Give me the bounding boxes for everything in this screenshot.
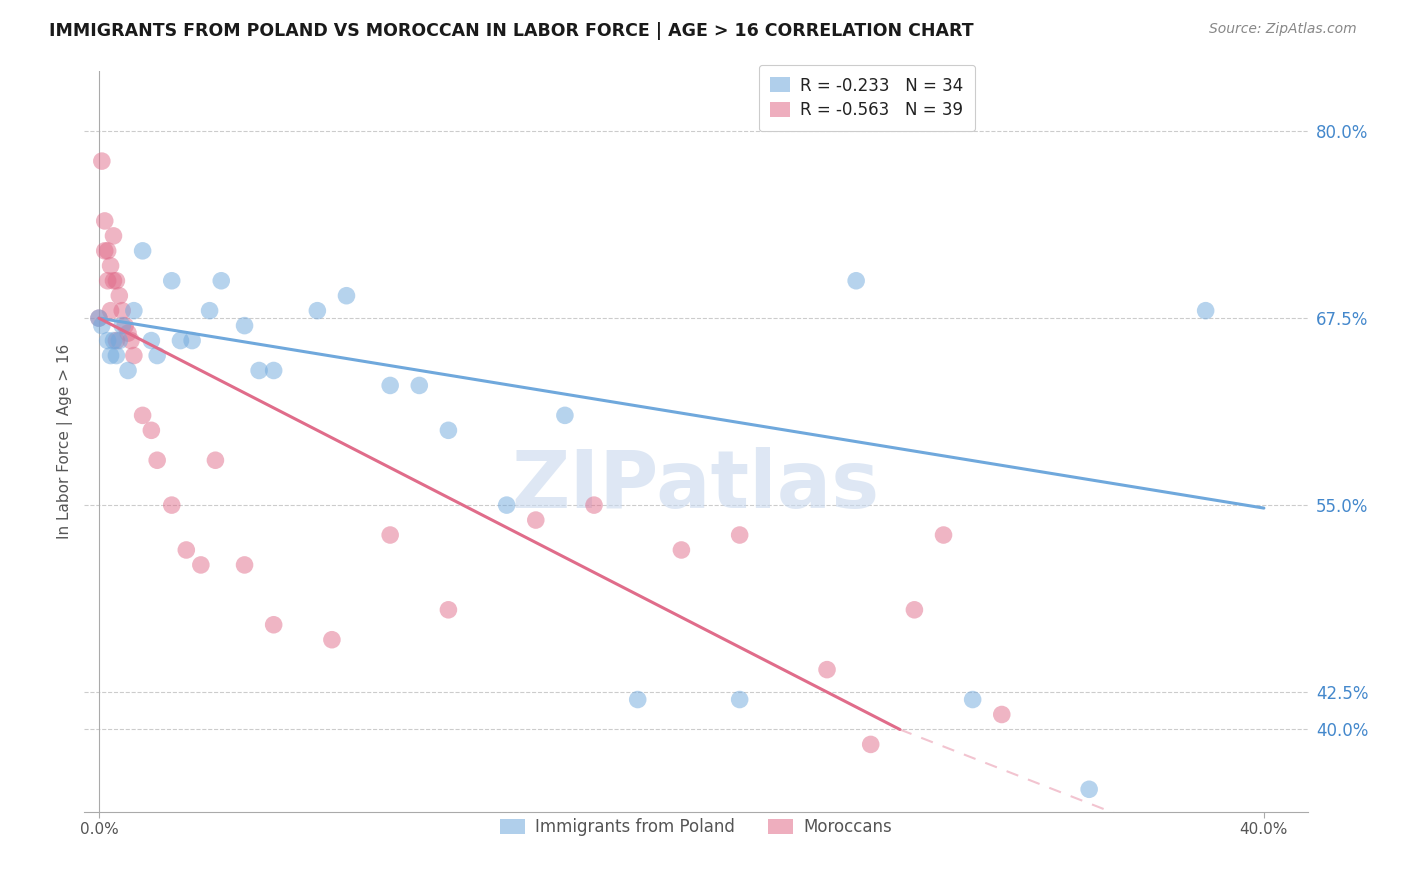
Text: Source: ZipAtlas.com: Source: ZipAtlas.com bbox=[1209, 22, 1357, 37]
Point bbox=[160, 498, 183, 512]
Point bbox=[209, 274, 232, 288]
Point bbox=[307, 303, 329, 318]
Point bbox=[120, 334, 142, 348]
Point bbox=[111, 303, 134, 318]
Point bbox=[190, 558, 212, 572]
Point bbox=[859, 738, 882, 752]
Point bbox=[117, 363, 139, 377]
Point bbox=[97, 274, 120, 288]
Point bbox=[583, 498, 606, 512]
Text: ZIPatlas: ZIPatlas bbox=[512, 447, 880, 525]
Point bbox=[437, 423, 460, 437]
Point bbox=[117, 326, 139, 340]
Point bbox=[105, 274, 128, 288]
Point bbox=[87, 311, 110, 326]
Point bbox=[103, 274, 125, 288]
Point bbox=[437, 603, 460, 617]
Point bbox=[728, 692, 751, 706]
Point bbox=[728, 528, 751, 542]
Point bbox=[122, 349, 145, 363]
Point bbox=[380, 528, 402, 542]
Point bbox=[1195, 303, 1218, 318]
Point bbox=[93, 244, 115, 258]
Point bbox=[97, 334, 120, 348]
Point bbox=[247, 363, 270, 377]
Point bbox=[932, 528, 955, 542]
Point bbox=[524, 513, 547, 527]
Point bbox=[141, 334, 163, 348]
Point bbox=[263, 617, 285, 632]
Point bbox=[146, 349, 169, 363]
Point bbox=[991, 707, 1014, 722]
Point bbox=[90, 154, 112, 169]
Point bbox=[105, 349, 128, 363]
Point bbox=[962, 692, 984, 706]
Point bbox=[160, 274, 183, 288]
Point bbox=[100, 259, 122, 273]
Point bbox=[93, 214, 115, 228]
Point bbox=[108, 289, 131, 303]
Point bbox=[100, 303, 122, 318]
Point bbox=[181, 334, 204, 348]
Point bbox=[174, 543, 197, 558]
Text: IMMIGRANTS FROM POLAND VS MOROCCAN IN LABOR FORCE | AGE > 16 CORRELATION CHART: IMMIGRANTS FROM POLAND VS MOROCCAN IN LA… bbox=[49, 22, 974, 40]
Point bbox=[321, 632, 343, 647]
Point bbox=[105, 334, 128, 348]
Point bbox=[233, 558, 256, 572]
Point bbox=[111, 318, 134, 333]
Point bbox=[380, 378, 402, 392]
Point bbox=[627, 692, 650, 706]
Point bbox=[131, 409, 153, 423]
Point bbox=[263, 363, 285, 377]
Point bbox=[108, 334, 131, 348]
Point bbox=[1078, 782, 1101, 797]
Point bbox=[903, 603, 925, 617]
Point bbox=[103, 228, 125, 243]
Point bbox=[90, 318, 112, 333]
Point bbox=[204, 453, 226, 467]
Point bbox=[495, 498, 517, 512]
Point bbox=[169, 334, 191, 348]
Point bbox=[131, 244, 153, 258]
Point bbox=[87, 311, 110, 326]
Point bbox=[671, 543, 693, 558]
Point bbox=[233, 318, 256, 333]
Legend: Immigrants from Poland, Moroccans: Immigrants from Poland, Moroccans bbox=[492, 809, 900, 844]
Point bbox=[815, 663, 838, 677]
Point bbox=[146, 453, 169, 467]
Point bbox=[103, 334, 125, 348]
Point bbox=[141, 423, 163, 437]
Point bbox=[198, 303, 221, 318]
Point bbox=[122, 303, 145, 318]
Point bbox=[97, 244, 120, 258]
Point bbox=[335, 289, 357, 303]
Y-axis label: In Labor Force | Age > 16: In Labor Force | Age > 16 bbox=[58, 344, 73, 539]
Point bbox=[554, 409, 576, 423]
Point bbox=[114, 318, 136, 333]
Point bbox=[100, 349, 122, 363]
Point bbox=[845, 274, 868, 288]
Point bbox=[408, 378, 430, 392]
